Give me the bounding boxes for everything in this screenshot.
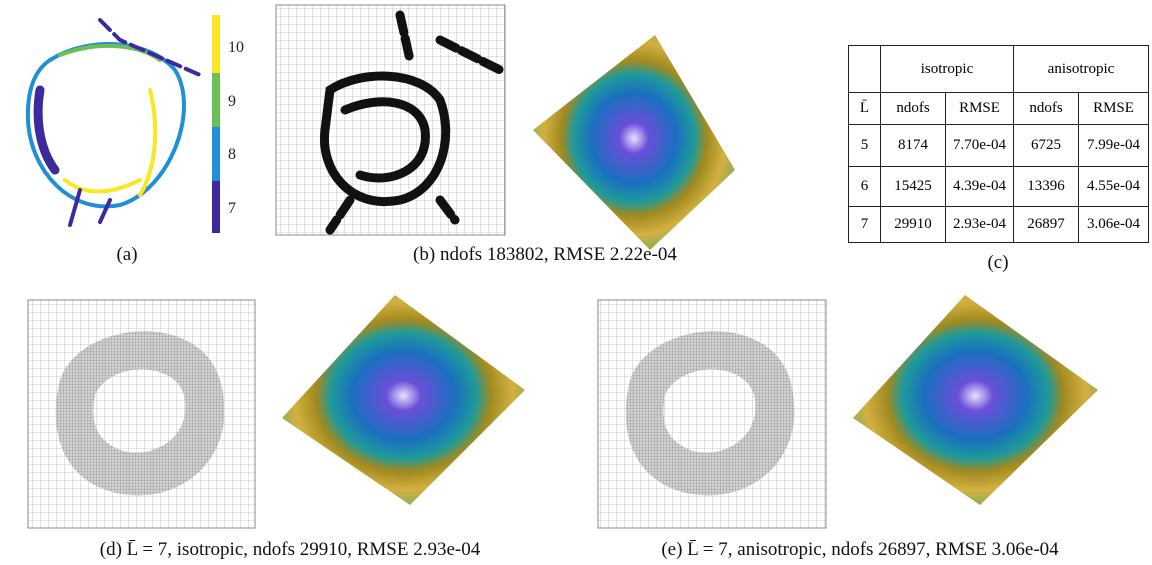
- table-cell: 2.93e-04: [946, 207, 1014, 243]
- colorbar-tick: 7: [228, 200, 236, 217]
- table-cell: 5: [849, 125, 881, 167]
- colorbar-tick: 10: [228, 39, 244, 56]
- network-plot: [28, 20, 200, 225]
- table-cell: 26897: [1014, 207, 1079, 243]
- mesh-d: [28, 300, 255, 528]
- colorbar: [212, 15, 220, 233]
- table-cell: 7: [849, 207, 881, 243]
- terrain-e: [853, 295, 1098, 505]
- colorbar-tick: 9: [228, 93, 236, 110]
- mesh-e: [598, 300, 826, 528]
- caption: (c): [987, 252, 1008, 274]
- table-cell: 4.55e-04: [1079, 167, 1149, 207]
- mesh-b: [276, 5, 505, 235]
- table-cell: 29910: [881, 207, 946, 243]
- caption: (a): [116, 244, 137, 266]
- table-cell: 8174: [881, 125, 946, 167]
- table-cell: 15425: [881, 167, 946, 207]
- header-cell: RMSE: [1079, 93, 1149, 125]
- table-cell: 6: [849, 167, 881, 207]
- caption: (e) L̄ = 7, anisotropic, ndofs 26897, RM…: [661, 539, 1058, 561]
- caption: (d) L̄ = 7, isotropic, ndofs 29910, RMSE…: [100, 539, 480, 561]
- terrain-d: [282, 295, 525, 505]
- table-cell: 3.06e-04: [1079, 207, 1149, 243]
- caption: (b) ndofs 183802, RMSE 2.22e-04: [413, 244, 677, 266]
- table-cell: 6725: [1014, 125, 1079, 167]
- header-cell: ndofs: [1014, 93, 1079, 125]
- results-table: isotropic anisotropic L̄ ndofs RMSE ndof…: [848, 45, 1149, 243]
- terrain-b: [533, 35, 735, 250]
- group-header: anisotropic: [1014, 46, 1149, 93]
- header-cell: RMSE: [946, 93, 1014, 125]
- table-cell: 13396: [1014, 167, 1079, 207]
- header-cell: ndofs: [881, 93, 946, 125]
- cell: [849, 46, 881, 93]
- header-cell: L̄: [849, 93, 881, 125]
- group-header: isotropic: [881, 46, 1014, 93]
- table-cell: 7.99e-04: [1079, 125, 1149, 167]
- table-cell: 4.39e-04: [946, 167, 1014, 207]
- colorbar-tick: 8: [228, 146, 236, 163]
- page: {"panels": { "a": {"caption": "(a)", "co…: [0, 0, 1152, 565]
- table-cell: 7.70e-04: [946, 125, 1014, 167]
